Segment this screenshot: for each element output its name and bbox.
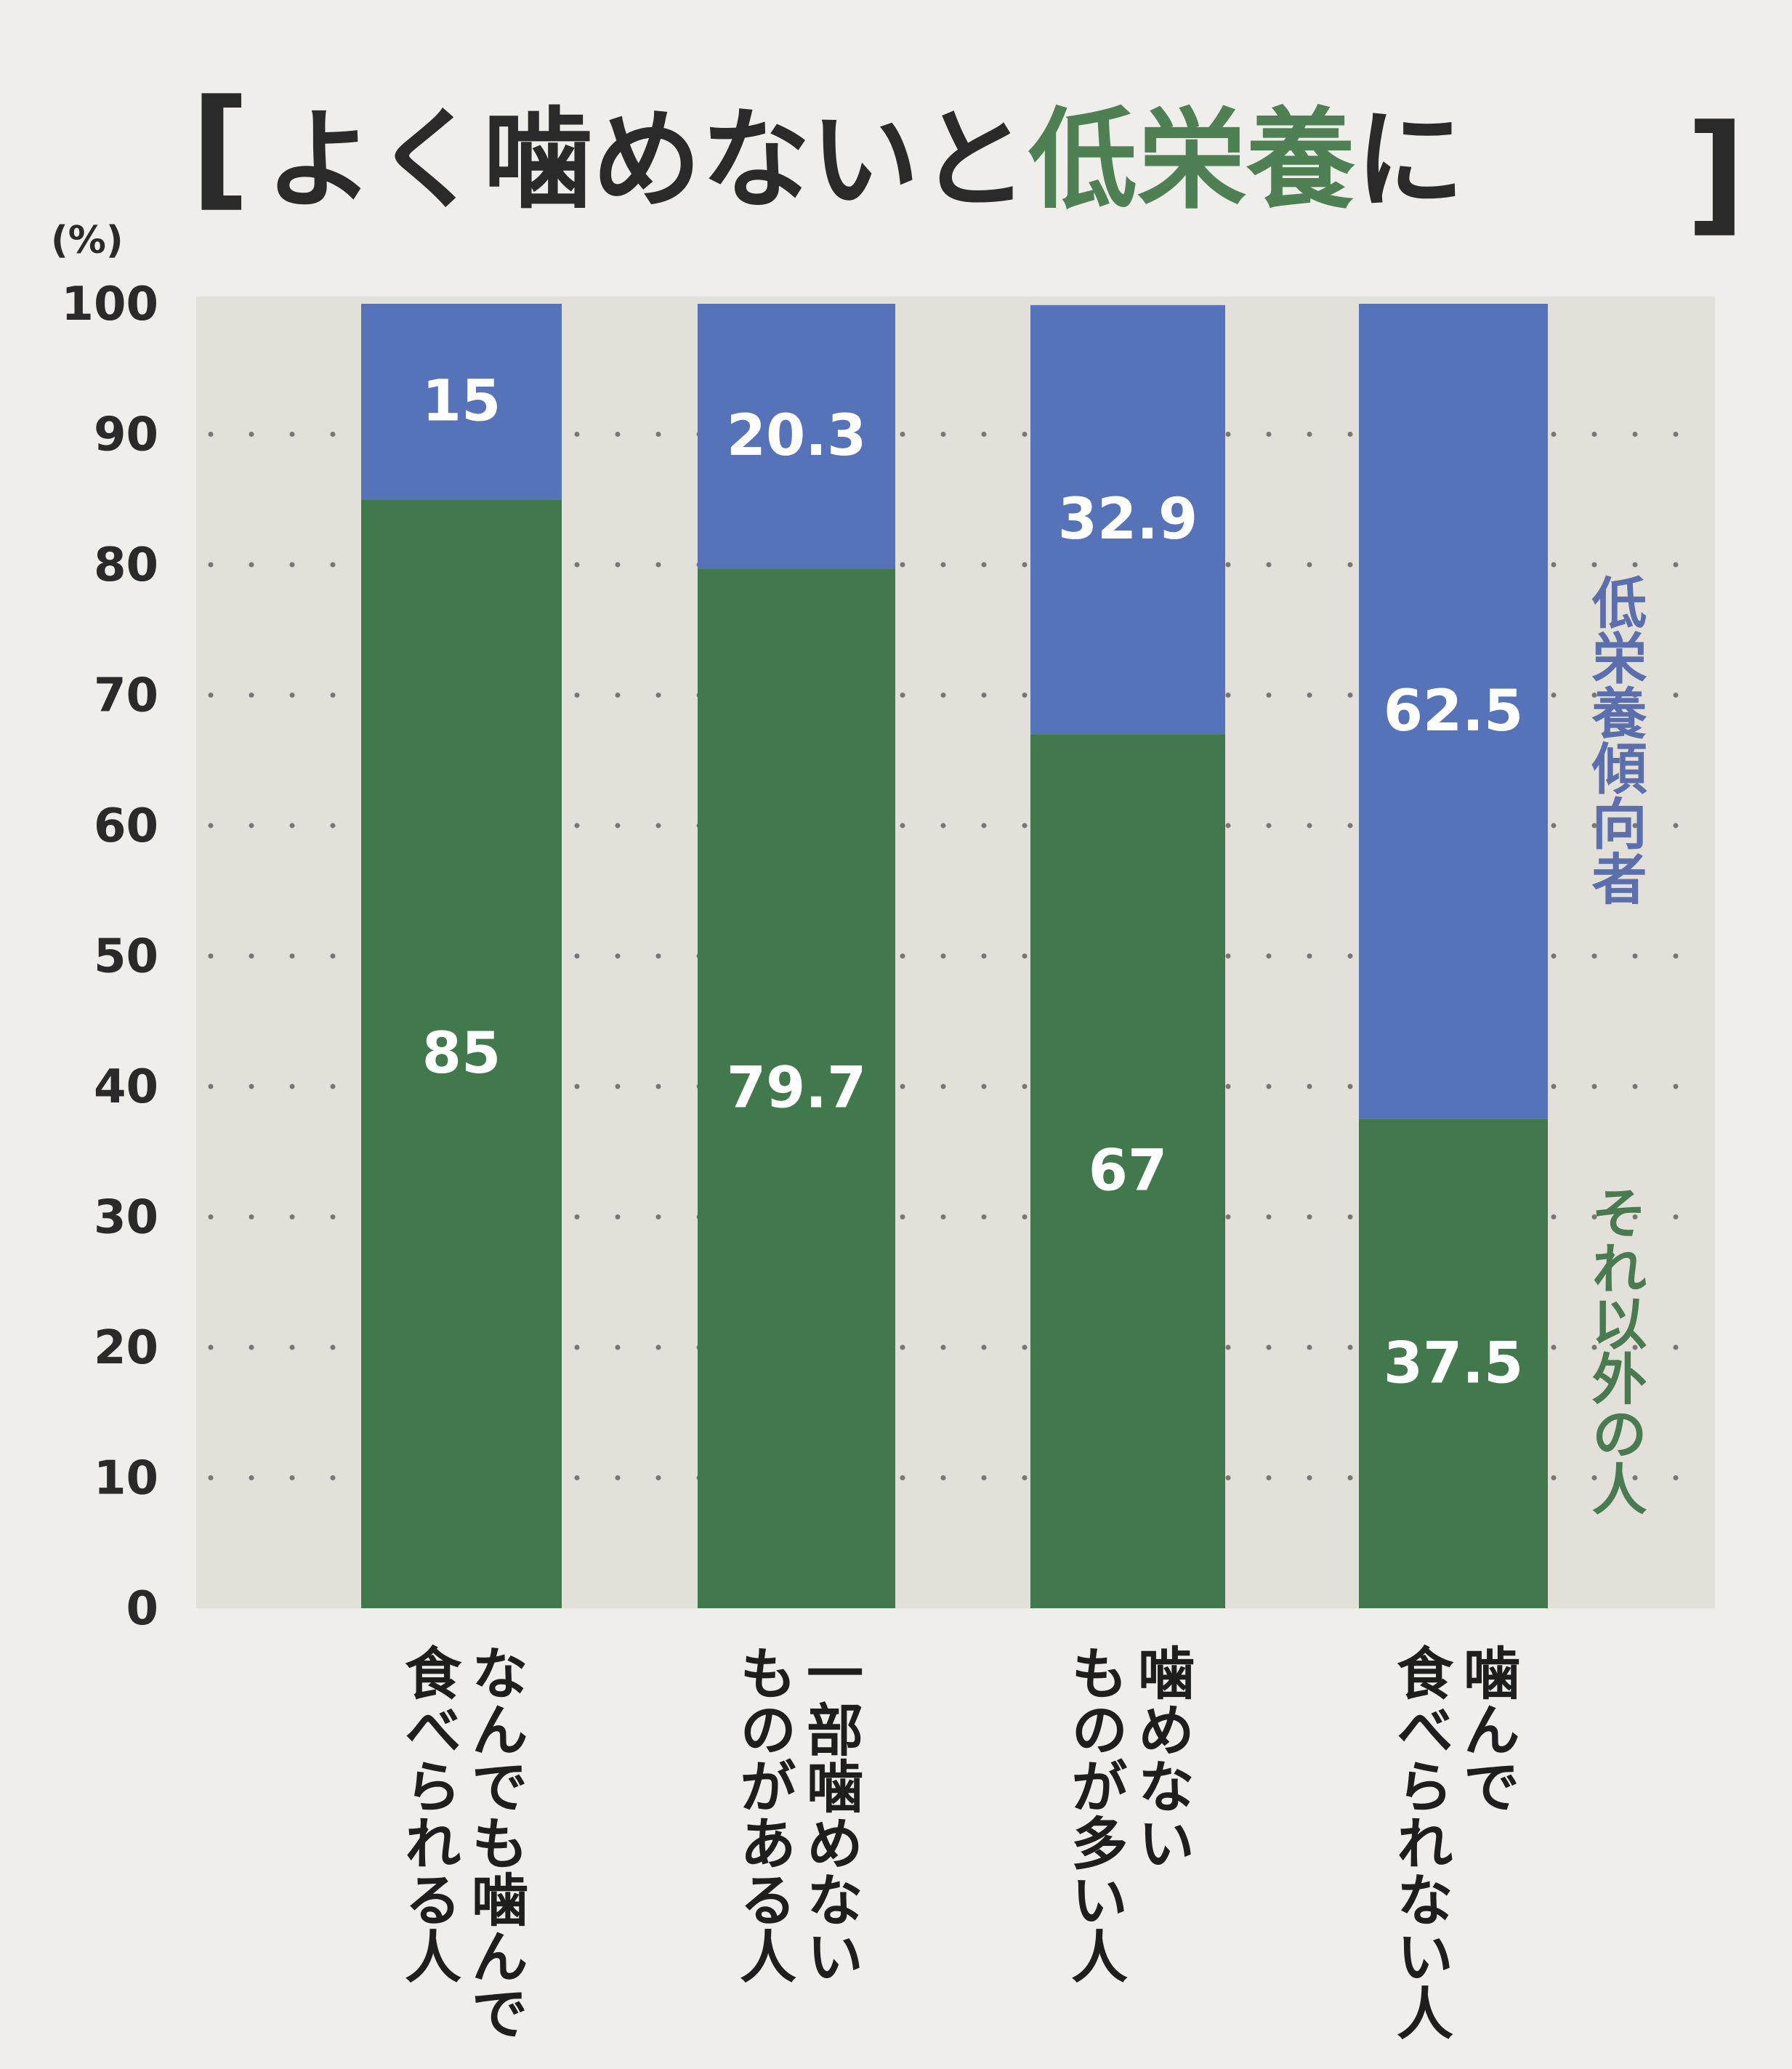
title-bracket-left: [ bbox=[190, 72, 250, 224]
category-label: ものが多い人 bbox=[1062, 1644, 1128, 1984]
value-label-low-nutrition: 20.3 bbox=[727, 403, 866, 469]
title-part-1: よく噛めないと bbox=[265, 97, 1028, 224]
bars bbox=[361, 304, 1548, 1608]
y-tick-label: 60 bbox=[94, 799, 158, 853]
value-label-others: 37.5 bbox=[1384, 1331, 1523, 1396]
category-label: 食べられる人 bbox=[395, 1644, 461, 1984]
title-part-2: 低栄養 bbox=[1028, 97, 1355, 224]
bar-segment-others bbox=[1359, 1118, 1548, 1608]
y-tick-label: 30 bbox=[94, 1191, 158, 1245]
y-tick-label: 90 bbox=[94, 408, 158, 462]
y-tick-label: 20 bbox=[94, 1321, 158, 1375]
y-tick-label: 70 bbox=[94, 669, 158, 723]
value-label-others: 79.7 bbox=[727, 1056, 866, 1121]
title-text: よく噛めないと低栄養に bbox=[265, 97, 1464, 224]
category-label: 食べられない人 bbox=[1387, 1644, 1453, 2041]
category-label: 噛んで bbox=[1454, 1644, 1519, 1814]
y-tick-label: 50 bbox=[94, 930, 158, 984]
title-bracket-right: ] bbox=[1686, 97, 1745, 249]
value-label-low-nutrition: 62.5 bbox=[1384, 679, 1523, 744]
series-label-others: それ以外の人 bbox=[1583, 1185, 1647, 1516]
category-label: なんでも噛んで bbox=[462, 1644, 528, 2041]
value-label-others: 67 bbox=[1089, 1139, 1168, 1204]
bar-segment-low-nutrition bbox=[1359, 304, 1548, 1119]
y-tick-label: 10 bbox=[94, 1452, 158, 1506]
bar-segment-others bbox=[698, 568, 895, 1608]
chart-title: [ よく噛めないと低栄養に ] bbox=[190, 72, 1745, 249]
y-tick-label: 0 bbox=[126, 1582, 158, 1636]
bar-segment-low-nutrition bbox=[1030, 304, 1225, 735]
category-label: 噛めない bbox=[1129, 1644, 1194, 1871]
category-label: ものがある人 bbox=[730, 1644, 796, 1984]
bar-segment-low-nutrition bbox=[361, 304, 562, 500]
bar-segment-others bbox=[361, 499, 562, 1608]
series-label-low-nutrition: 低栄養傾向者 bbox=[1583, 574, 1648, 906]
category-label: 一部噛めない bbox=[797, 1644, 863, 1984]
y-tick-label: 80 bbox=[94, 539, 158, 592]
value-labels: 15 85 20.3 79.7 32.9 67 62.5 37.5 bbox=[422, 369, 1524, 1397]
value-label-others: 85 bbox=[422, 1021, 501, 1086]
title-part-3: に bbox=[1355, 97, 1464, 224]
y-tick-label: 100 bbox=[61, 278, 158, 331]
value-label-low-nutrition: 32.9 bbox=[1058, 487, 1198, 552]
value-label-low-nutrition: 15 bbox=[422, 369, 501, 435]
y-axis-ticks: 0 10 20 30 40 50 60 70 80 90 100 bbox=[61, 278, 158, 1636]
y-axis-unit: (%) bbox=[51, 219, 124, 262]
bar-segment-low-nutrition bbox=[698, 304, 895, 569]
y-tick-label: 40 bbox=[94, 1060, 158, 1114]
bar-segment-others bbox=[1030, 734, 1225, 1608]
